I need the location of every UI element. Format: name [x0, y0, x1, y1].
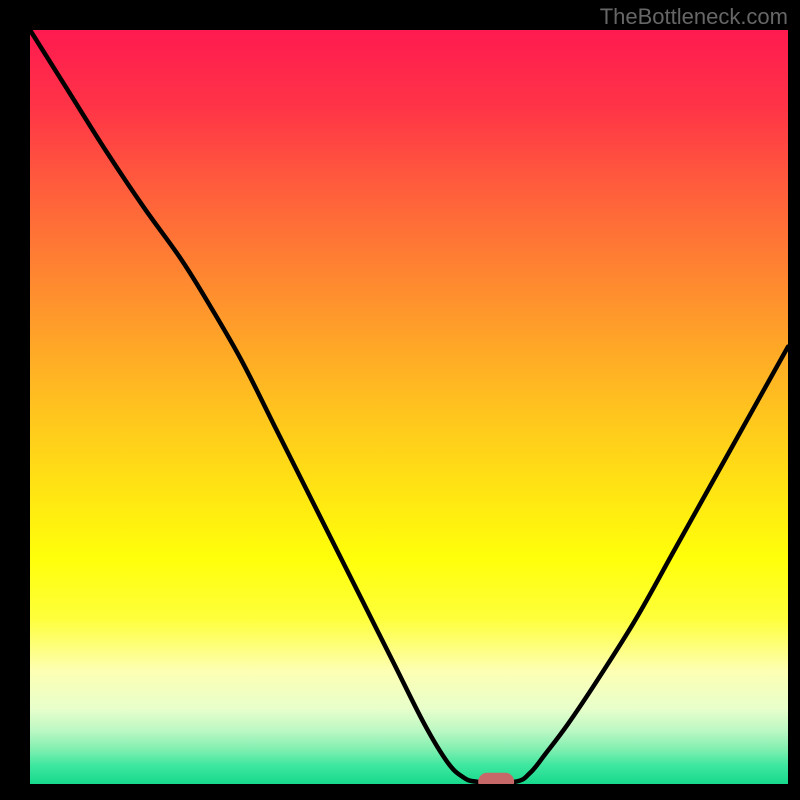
frame-left: [0, 0, 30, 800]
frame-bottom: [0, 784, 800, 800]
bottleneck-chart: TheBottleneck.com: [0, 0, 800, 800]
chart-svg: [0, 0, 800, 800]
watermark-text: TheBottleneck.com: [600, 4, 788, 30]
frame-right: [788, 0, 800, 800]
plot-background: [30, 30, 788, 784]
